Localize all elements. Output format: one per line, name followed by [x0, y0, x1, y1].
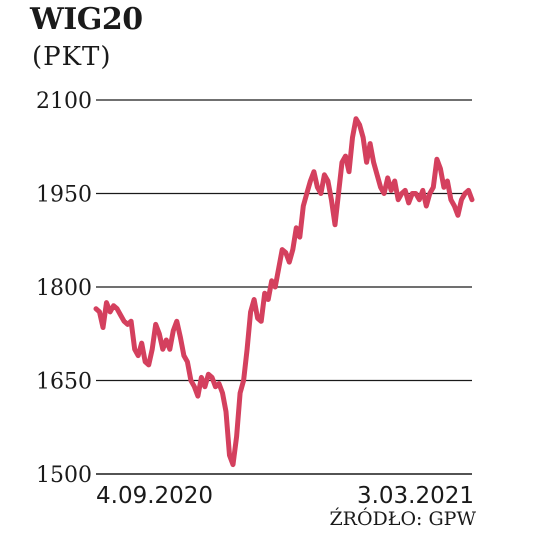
y-tick-label-1500: 1500 [36, 463, 92, 488]
chart-title: WIG20 [30, 2, 143, 37]
x-tick-label-start: 4.09.2020 [96, 483, 213, 509]
series-group [93, 116, 475, 468]
chart-subtitle: (PKT) [32, 42, 112, 72]
series-line-wig20 [93, 116, 475, 468]
y-tick-label-1650: 1650 [36, 370, 92, 395]
gridlines [96, 99, 472, 475]
y-tick-label-2100: 2100 [36, 89, 92, 114]
source-note: ŹRÓDŁO: GPW [329, 508, 476, 530]
y-tick-labels: 2100 1950 1800 1650 1500 [36, 89, 92, 488]
y-tick-label-1950: 1950 [36, 183, 92, 208]
x-tick-label-end: 3.03.2021 [357, 483, 474, 509]
y-tick-label-1800: 1800 [36, 276, 92, 301]
